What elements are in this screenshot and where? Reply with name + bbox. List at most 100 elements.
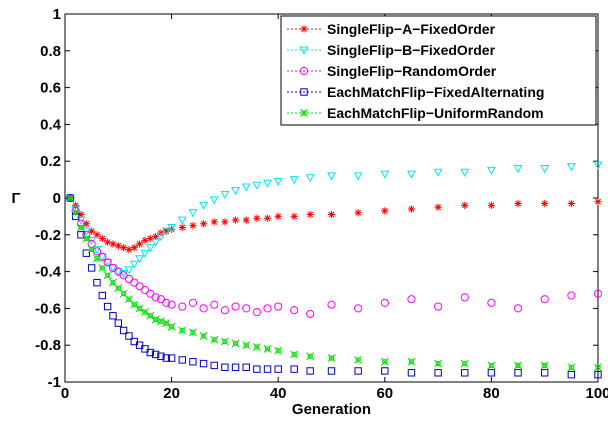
data-point <box>274 212 282 220</box>
data-point <box>146 348 154 357</box>
data-point <box>487 201 495 209</box>
data-point <box>487 361 496 370</box>
x-tick-label: 60 <box>376 385 393 402</box>
data-point <box>210 218 218 226</box>
y-tick-label: -0.2 <box>35 227 61 244</box>
data-point <box>353 172 363 181</box>
data-point <box>289 176 299 185</box>
data-point <box>156 233 166 242</box>
data-point <box>514 199 522 208</box>
y-axis-label: Γ <box>11 190 20 207</box>
data-point <box>157 352 165 360</box>
data-point <box>327 367 336 375</box>
data-point <box>252 181 262 190</box>
data-point <box>263 304 272 313</box>
data-point <box>407 357 416 366</box>
data-point <box>513 165 523 174</box>
data-point <box>407 170 416 179</box>
data-point <box>178 356 186 364</box>
axis-ticks: 0 20 40 60 80 100 1 0.8 0.6 0.4 0.2 0 -0.2 -0.4 -0.6 -0… <box>35 6 608 402</box>
data-point <box>274 302 283 311</box>
data-point <box>221 363 229 371</box>
data-point <box>82 220 90 228</box>
series-1 <box>66 194 602 254</box>
data-point <box>210 335 219 344</box>
data-point <box>210 361 218 370</box>
data-point <box>199 201 209 211</box>
data-point <box>263 179 272 188</box>
data-point <box>103 302 112 311</box>
data-point <box>381 207 389 215</box>
y-tick-label: 0.4 <box>40 116 62 133</box>
data-point <box>77 231 85 239</box>
y-tick-label: -1 <box>48 374 61 391</box>
data-point <box>594 198 602 206</box>
data-point <box>136 240 144 248</box>
data-point <box>157 229 165 237</box>
legend-label: EachMatchFlip−UniformRandom <box>327 105 544 121</box>
legend-entry: SingleFlip−RandomOrder <box>287 63 497 79</box>
data-point <box>460 168 470 177</box>
legend-entry: EachMatchFlip−UniformRandom <box>287 105 544 121</box>
data-point <box>124 266 134 275</box>
data-point <box>66 194 75 202</box>
data-point <box>130 300 139 309</box>
series-2 <box>65 161 603 279</box>
data-point <box>231 216 240 224</box>
data-point <box>242 216 250 224</box>
data-point <box>82 249 91 257</box>
data-point <box>407 369 416 377</box>
data-point <box>306 210 314 219</box>
data-point <box>152 233 160 241</box>
series-4 <box>66 194 602 379</box>
data-point <box>66 194 75 202</box>
x-axis-label: Generation <box>292 401 371 418</box>
data-point <box>290 212 298 220</box>
data-point <box>354 367 362 375</box>
data-series <box>65 161 603 379</box>
data-point <box>514 361 523 370</box>
data-point <box>380 357 389 366</box>
data-point <box>125 332 133 340</box>
data-point <box>460 359 469 368</box>
data-point <box>167 223 177 233</box>
data-point <box>354 209 362 217</box>
data-point <box>593 289 603 298</box>
data-point <box>253 214 261 222</box>
data-point <box>253 365 261 373</box>
data-point <box>119 326 128 335</box>
data-point <box>135 304 144 313</box>
data-point <box>151 315 160 324</box>
data-point <box>167 354 176 362</box>
x-tick-label: 0 <box>61 385 69 402</box>
data-point <box>87 245 96 254</box>
data-point <box>98 234 106 243</box>
data-point <box>114 319 122 327</box>
data-point <box>461 201 469 209</box>
data-point <box>146 234 154 243</box>
data-point <box>167 300 176 309</box>
y-tick-label: 0.2 <box>40 153 61 170</box>
legend-box <box>280 15 597 126</box>
data-point <box>541 369 549 377</box>
data-point <box>263 344 272 353</box>
legend-marker <box>299 66 309 76</box>
legend-label: SingleFlip−RandomOrder <box>327 63 497 79</box>
data-point <box>141 236 149 244</box>
data-point <box>93 278 101 287</box>
legend: SingleFlip−A−FixedOrder SingleFlip−B−Fixe… <box>280 15 597 126</box>
y-tick-label: 1 <box>53 6 61 23</box>
data-point <box>220 306 229 315</box>
data-point <box>93 254 101 263</box>
data-point <box>71 205 81 214</box>
data-point <box>120 244 128 252</box>
data-point <box>178 326 187 335</box>
data-point <box>486 166 496 176</box>
data-point <box>567 370 576 379</box>
series-3 <box>66 193 603 319</box>
data-point <box>540 165 550 174</box>
data-point <box>407 205 416 213</box>
data-point <box>209 196 219 205</box>
data-point <box>104 238 112 246</box>
